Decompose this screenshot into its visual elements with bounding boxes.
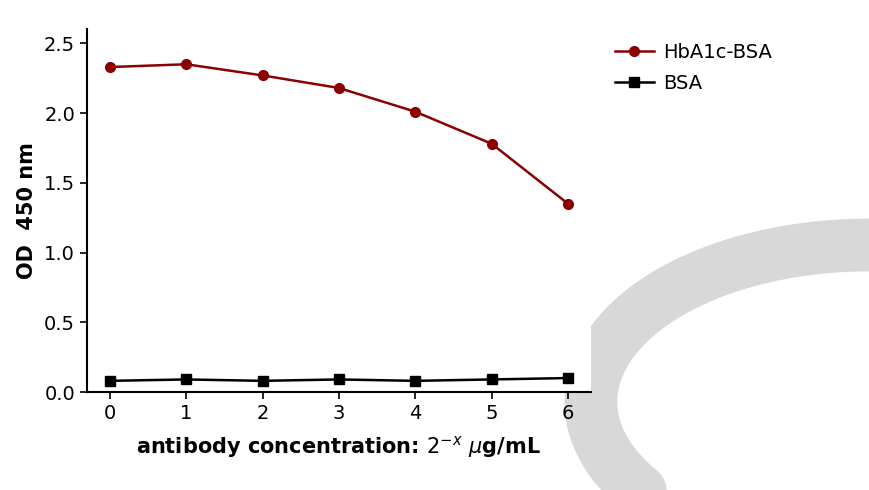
HbA1c-BSA	[563, 201, 574, 207]
Line: HbA1c-BSA: HbA1c-BSA	[105, 59, 573, 209]
BSA	[334, 376, 344, 382]
BSA	[181, 376, 191, 382]
X-axis label: antibody concentration: $2^{-x}$ $\mu$g/mL: antibody concentration: $2^{-x}$ $\mu$g/…	[136, 434, 541, 460]
Legend: HbA1c-BSA, BSA: HbA1c-BSA, BSA	[611, 39, 776, 97]
HbA1c-BSA	[334, 85, 344, 91]
Line: BSA: BSA	[105, 373, 573, 386]
BSA	[257, 378, 268, 384]
HbA1c-BSA	[257, 73, 268, 78]
HbA1c-BSA	[181, 61, 191, 67]
HbA1c-BSA	[410, 109, 421, 115]
BSA	[563, 375, 574, 381]
Y-axis label: OD  450 nm: OD 450 nm	[17, 142, 37, 279]
HbA1c-BSA	[487, 141, 497, 147]
BSA	[487, 376, 497, 382]
BSA	[410, 378, 421, 384]
BSA	[104, 378, 115, 384]
HbA1c-BSA	[104, 64, 115, 70]
